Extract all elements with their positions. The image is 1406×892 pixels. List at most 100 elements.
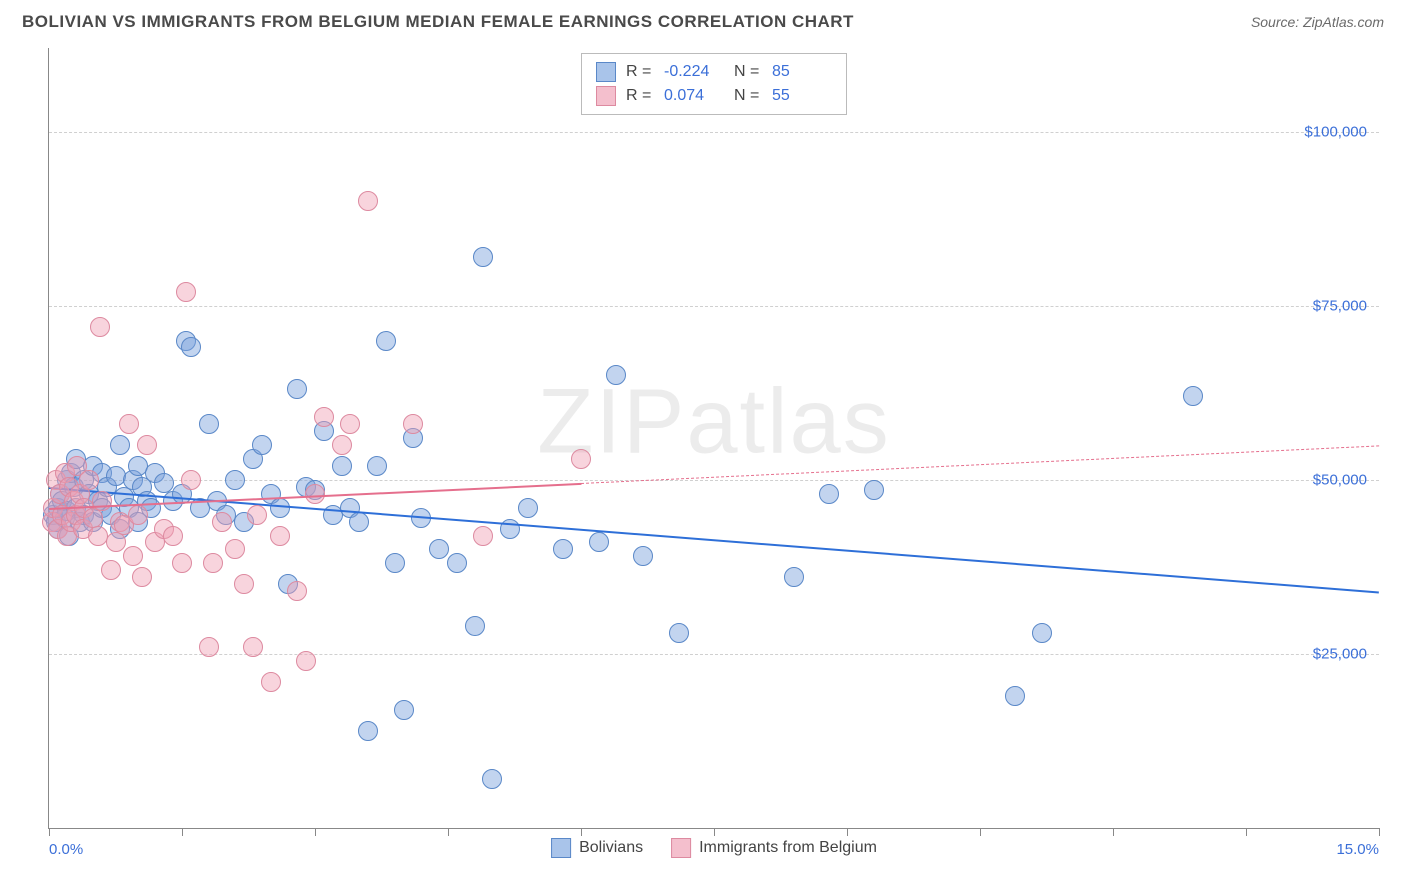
data-point <box>247 505 267 525</box>
data-point <box>119 414 139 434</box>
data-point <box>225 470 245 490</box>
data-point <box>261 672 281 692</box>
watermark-bold: ZIP <box>537 371 686 473</box>
data-point <box>203 553 223 573</box>
gridline <box>49 306 1379 307</box>
data-point <box>784 567 804 587</box>
legend-n-label: N = <box>734 84 762 108</box>
data-point <box>132 567 152 587</box>
data-point <box>225 539 245 559</box>
data-point <box>106 532 126 552</box>
data-point <box>376 331 396 351</box>
data-point <box>314 407 334 427</box>
data-point <box>123 546 143 566</box>
data-point <box>90 317 110 337</box>
x-max-label: 15.0% <box>1336 841 1379 858</box>
y-tick-label: $50,000 <box>1313 471 1367 488</box>
data-point <box>172 553 192 573</box>
data-point <box>358 721 378 741</box>
legend-swatch <box>596 86 616 106</box>
x-min-label: 0.0% <box>49 841 83 858</box>
data-point <box>553 539 573 559</box>
data-point <box>234 574 254 594</box>
series-name: Immigrants from Belgium <box>699 839 877 857</box>
x-tick <box>980 828 981 836</box>
data-point <box>358 191 378 211</box>
watermark-thin: atlas <box>686 371 890 473</box>
x-tick <box>182 828 183 836</box>
data-point <box>79 470 99 490</box>
series-legend-item: Immigrants from Belgium <box>671 838 877 858</box>
data-point <box>473 526 493 546</box>
data-point <box>500 519 520 539</box>
y-tick-label: $25,000 <box>1313 645 1367 662</box>
data-point <box>181 470 201 490</box>
source-prefix: Source: <box>1251 14 1303 30</box>
x-tick <box>49 828 50 836</box>
data-point <box>1183 386 1203 406</box>
data-point <box>287 581 307 601</box>
data-point <box>340 414 360 434</box>
legend-row: R =0.074N =55 <box>596 84 832 108</box>
data-point <box>270 526 290 546</box>
x-tick <box>1113 828 1114 836</box>
gridline <box>49 480 1379 481</box>
data-point <box>367 456 387 476</box>
data-point <box>349 512 369 532</box>
data-point <box>669 623 689 643</box>
data-point <box>137 435 157 455</box>
data-point <box>243 637 263 657</box>
data-point <box>305 484 325 504</box>
legend-row: R =-0.224N =85 <box>596 60 832 84</box>
data-point <box>332 435 352 455</box>
x-tick <box>714 828 715 836</box>
data-point <box>633 546 653 566</box>
data-point <box>287 379 307 399</box>
legend-r-label: R = <box>626 60 654 84</box>
data-point <box>465 616 485 636</box>
data-point <box>181 337 201 357</box>
data-point <box>819 484 839 504</box>
chart-title: BOLIVIAN VS IMMIGRANTS FROM BELGIUM MEDI… <box>22 12 854 32</box>
data-point <box>518 498 538 518</box>
data-point <box>571 449 591 469</box>
y-tick-label: $75,000 <box>1313 297 1367 314</box>
x-tick <box>847 828 848 836</box>
scatter-plot-area: ZIPatlas R =-0.224N =85R =0.074N =55 Bol… <box>48 48 1379 829</box>
data-point <box>296 651 316 671</box>
source-credit: Source: ZipAtlas.com <box>1251 14 1384 32</box>
data-point <box>606 365 626 385</box>
x-tick <box>1379 828 1380 836</box>
data-point <box>128 505 148 525</box>
data-point <box>110 435 130 455</box>
legend-n-value: 55 <box>772 84 832 108</box>
data-point <box>473 247 493 267</box>
data-point <box>1032 623 1052 643</box>
legend-r-label: R = <box>626 84 654 108</box>
data-point <box>482 769 502 789</box>
data-point <box>163 526 183 546</box>
legend-n-label: N = <box>734 60 762 84</box>
data-point <box>212 512 232 532</box>
data-point <box>199 637 219 657</box>
data-point <box>199 414 219 434</box>
data-point <box>385 553 405 573</box>
data-point <box>252 435 272 455</box>
x-tick <box>448 828 449 836</box>
data-point <box>447 553 467 573</box>
data-point <box>176 282 196 302</box>
data-point <box>332 456 352 476</box>
x-tick <box>315 828 316 836</box>
legend-swatch <box>671 838 691 858</box>
data-point <box>864 480 884 500</box>
legend-swatch <box>551 838 571 858</box>
correlation-legend: R =-0.224N =85R =0.074N =55 <box>581 53 847 115</box>
series-legend-item: Bolivians <box>551 838 643 858</box>
x-tick <box>581 828 582 836</box>
series-name: Bolivians <box>579 839 643 857</box>
data-point <box>429 539 449 559</box>
legend-r-value: -0.224 <box>664 60 724 84</box>
trend-line <box>581 445 1379 484</box>
source-name: ZipAtlas.com <box>1303 14 1384 30</box>
series-legend: Bolivians Immigrants from Belgium <box>551 838 877 858</box>
